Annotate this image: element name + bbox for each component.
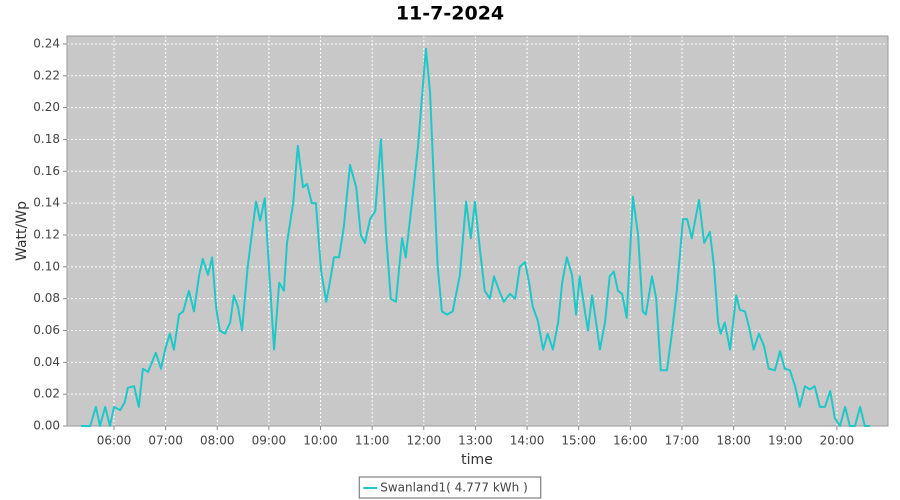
y-tick-label: 0.20 (33, 100, 60, 114)
y-tick-label: 0.12 (33, 227, 60, 241)
x-tick-label: 12:00 (407, 434, 442, 448)
x-tick-label: 18:00 (716, 434, 751, 448)
x-tick-label: 17:00 (665, 434, 700, 448)
legend: Swanland1( 4.777 kWh ) (358, 476, 542, 499)
y-tick-label: 0.14 (33, 196, 60, 210)
y-tick-label: 0.00 (33, 419, 60, 433)
legend-box (358, 476, 542, 499)
x-tick-label: 08:00 (200, 434, 235, 448)
x-tick-label: 10:00 (303, 434, 338, 448)
y-axis-label: Watt/Wp (14, 201, 30, 261)
x-tick-label: 20:00 (820, 434, 855, 448)
y-tick-label: 0.24 (33, 36, 60, 50)
chart-title: 11-7-2024 (396, 3, 504, 25)
plot-border (66, 35, 889, 427)
y-tick-label: 0.16 (33, 164, 60, 178)
y-tick-label: 0.02 (33, 387, 60, 401)
x-tick-label: 15:00 (561, 434, 596, 448)
x-tick-label: 06:00 (97, 434, 132, 448)
x-tick-label: 16:00 (613, 434, 648, 448)
x-tick-label: 07:00 (148, 434, 183, 448)
x-tick-label: 14:00 (510, 434, 545, 448)
y-tick-label: 0.06 (33, 323, 60, 337)
x-tick-label: 09:00 (252, 434, 287, 448)
data-line (80, 47, 870, 427)
y-tick-label: 0.22 (33, 68, 60, 82)
y-tick-label: 0.10 (33, 259, 60, 273)
x-tick-label: 11:00 (355, 434, 390, 448)
legend-label: Swanland1( 4.777 kWh ) (380, 481, 528, 495)
x-axis-label: time (461, 452, 493, 468)
y-tick-label: 0.04 (33, 355, 60, 369)
y-tick-label: 0.08 (33, 291, 60, 305)
x-tick-label: 13:00 (458, 434, 493, 448)
y-tick-label: 0.18 (33, 132, 60, 146)
x-tick-label: 19:00 (768, 434, 803, 448)
